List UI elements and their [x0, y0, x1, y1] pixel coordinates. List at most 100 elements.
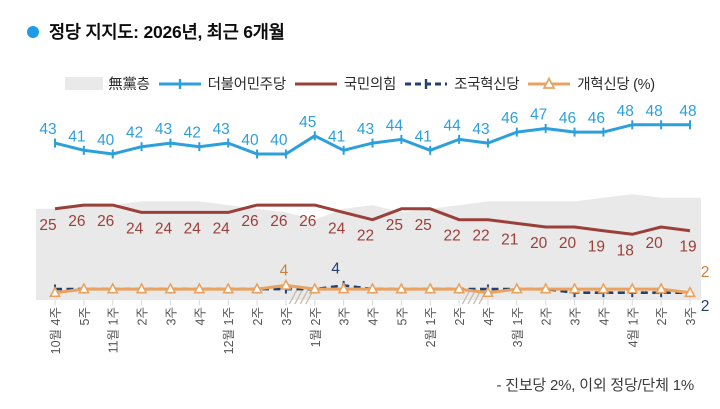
legend-item-rebuilding-korea-party: 조국혁신당: [403, 73, 520, 94]
svg-text:2: 2: [701, 298, 710, 315]
x-axis-label: 2주: [540, 307, 554, 325]
legend-label-independents: 無黨층: [108, 77, 150, 93]
legend-label-rebuilding-korea-party: 조국혁신당: [454, 77, 520, 93]
x-axis-label: 4주: [482, 307, 496, 325]
page-title: 정당 지지도: 2026년, 최근 6개월: [49, 22, 285, 42]
x-axis-label: 4월 1주: [626, 307, 640, 347]
x-axis-label: 3주: [164, 307, 178, 325]
x-axis-label: 4주: [366, 307, 380, 325]
svg-text:42: 42: [126, 125, 143, 142]
svg-text:40: 40: [97, 132, 115, 149]
svg-text:25: 25: [415, 217, 432, 234]
svg-text:26: 26: [97, 213, 114, 230]
svg-text:19: 19: [679, 239, 696, 256]
svg-text:26: 26: [270, 213, 287, 230]
data-labels-people-power-party: 25 26 26 24 24 24 24 26 26 26 24 22 25 25 22 22 21 20 20 19…: [39, 213, 696, 259]
legend-swatch-rebuilding-korea-party: [405, 78, 448, 89]
chart-footnote: - 진보당 2%, 이외 정당/단체 1%: [496, 377, 694, 394]
svg-text:46: 46: [588, 110, 605, 127]
title-bullet-icon: [27, 25, 39, 38]
svg-text:44: 44: [443, 117, 461, 134]
svg-text:26: 26: [299, 213, 316, 230]
svg-text:43: 43: [472, 121, 489, 138]
svg-text:40: 40: [241, 132, 259, 149]
legend-swatch-democratic-party: [158, 78, 201, 89]
svg-text:4: 4: [331, 260, 340, 277]
x-axis-label: 1월 2주: [309, 307, 323, 347]
svg-text:43: 43: [213, 121, 230, 138]
legend-item-people-power-party: 국민의힘: [293, 73, 396, 94]
svg-text:48: 48: [617, 103, 634, 120]
svg-text:44: 44: [386, 117, 404, 134]
svg-text:20: 20: [530, 235, 548, 252]
x-axis-labels: 10월 4주 5주 11월 1주 2주 3주 4주 12월 1주 2주 3주 1월 2주 3주 4주 5…: [49, 307, 698, 354]
svg-text:20: 20: [559, 235, 577, 252]
svg-text:24: 24: [184, 220, 202, 237]
legend-item-democratic-party: 더불어민주당: [157, 73, 286, 94]
chart-legend: 無黨층 더불어민주당 국민의힘 조국혁신당 개혁신당 (%): [0, 73, 720, 94]
series-people-power-party-line: [54, 203, 691, 236]
data-labels-democratic-party: 43 41 40 42 43 42 43 40 40 45 41 43 44 41 44 43 46 47 46 46…: [39, 103, 696, 149]
svg-text:48: 48: [679, 103, 696, 120]
svg-text:41: 41: [328, 128, 345, 145]
series-democratic-party-line: [54, 120, 691, 159]
x-axis-label: 2주: [655, 307, 669, 325]
x-axis-label: 5주: [78, 307, 92, 325]
svg-text:20: 20: [645, 235, 663, 252]
svg-text:2: 2: [701, 264, 710, 281]
x-axis-label: 11월 1주: [107, 307, 121, 353]
svg-text:22: 22: [443, 228, 460, 245]
svg-text:22: 22: [472, 228, 489, 245]
legend-item-reform-party: 개혁신당 (%): [526, 73, 655, 94]
x-axis-label: 2주: [453, 307, 467, 325]
svg-text:47: 47: [530, 107, 547, 124]
x-axis-label: 2주: [251, 307, 265, 325]
point-annotations: 4 4 2 2: [280, 260, 710, 315]
legend-swatch-independents: [65, 77, 104, 90]
svg-text:45: 45: [299, 114, 316, 131]
legend-label-democratic-party: 더불어민주당: [207, 77, 287, 93]
svg-text:24: 24: [126, 220, 144, 237]
x-axis-ticks: [54, 299, 691, 306]
svg-text:41: 41: [415, 128, 432, 145]
legend-label-reform-party: 개혁신당 (%): [577, 77, 655, 93]
x-axis-label: 4주: [193, 307, 207, 325]
svg-text:19: 19: [588, 239, 605, 256]
svg-text:41: 41: [68, 128, 85, 145]
x-axis-label: 4주: [597, 307, 611, 325]
x-axis-label: 3주: [569, 307, 583, 325]
legend-swatch-reform-party: [528, 76, 571, 89]
svg-text:21: 21: [501, 231, 518, 248]
svg-text:43: 43: [357, 121, 374, 138]
svg-text:4: 4: [280, 262, 289, 279]
svg-text:22: 22: [357, 228, 374, 245]
series-independents-area: [36, 194, 701, 300]
svg-text:25: 25: [39, 217, 56, 234]
legend-swatch-people-power-party: [294, 82, 337, 85]
svg-text:46: 46: [501, 110, 518, 127]
svg-text:40: 40: [270, 132, 288, 149]
svg-text:48: 48: [645, 103, 662, 120]
svg-text:46: 46: [559, 110, 576, 127]
x-axis-label: 5주: [395, 307, 409, 325]
legend-label-people-power-party: 국민의힘: [343, 77, 397, 93]
x-axis-label: 10월 4주: [49, 307, 63, 354]
svg-text:24: 24: [213, 220, 231, 237]
x-axis-label: 12월 1주: [222, 307, 236, 354]
svg-text:43: 43: [155, 121, 172, 138]
svg-text:26: 26: [68, 213, 85, 230]
page-title-row: 정당 지지도: 2026년, 최근 6개월: [27, 19, 285, 44]
x-axis-label: 3주: [338, 307, 352, 325]
x-axis-label: 3월 1주: [511, 307, 525, 347]
series-reform-party-line: [49, 278, 696, 298]
svg-text:24: 24: [328, 220, 346, 237]
svg-text:26: 26: [241, 213, 258, 230]
x-axis-label: 2월 1주: [424, 307, 438, 347]
svg-text:25: 25: [386, 217, 403, 234]
svg-text:43: 43: [39, 121, 56, 138]
x-axis-label: 3주: [280, 307, 294, 325]
svg-text:24: 24: [155, 220, 173, 237]
svg-text:42: 42: [184, 125, 201, 142]
x-axis-label: 2주: [136, 307, 150, 325]
